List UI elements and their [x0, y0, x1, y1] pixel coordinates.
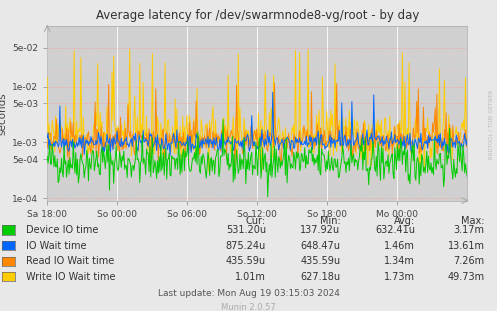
- Text: 531.20u: 531.20u: [226, 225, 266, 235]
- Text: Munin 2.0.57: Munin 2.0.57: [221, 304, 276, 311]
- Text: 1.46m: 1.46m: [384, 241, 415, 251]
- Text: 7.26m: 7.26m: [453, 256, 485, 266]
- Text: 1.73m: 1.73m: [384, 272, 415, 282]
- Text: Last update: Mon Aug 19 03:15:03 2024: Last update: Mon Aug 19 03:15:03 2024: [158, 290, 339, 298]
- Text: Min:: Min:: [320, 216, 340, 226]
- Text: Avg:: Avg:: [394, 216, 415, 226]
- Title: Average latency for /dev/swarmnode8-vg/root - by day: Average latency for /dev/swarmnode8-vg/r…: [95, 10, 419, 22]
- Text: Cur:: Cur:: [246, 216, 266, 226]
- Text: RRDTOOL / TOBI OETIKER: RRDTOOL / TOBI OETIKER: [488, 90, 493, 159]
- Text: Device IO time: Device IO time: [26, 225, 98, 235]
- Text: 627.18u: 627.18u: [300, 272, 340, 282]
- Text: Max:: Max:: [461, 216, 485, 226]
- Text: Read IO Wait time: Read IO Wait time: [26, 256, 114, 266]
- Text: 1.01m: 1.01m: [235, 272, 266, 282]
- Text: IO Wait time: IO Wait time: [26, 241, 86, 251]
- Text: 435.59u: 435.59u: [226, 256, 266, 266]
- Text: 3.17m: 3.17m: [454, 225, 485, 235]
- Text: 875.24u: 875.24u: [226, 241, 266, 251]
- Text: 435.59u: 435.59u: [300, 256, 340, 266]
- Text: 13.61m: 13.61m: [448, 241, 485, 251]
- Text: 632.41u: 632.41u: [375, 225, 415, 235]
- Text: 49.73m: 49.73m: [447, 272, 485, 282]
- Text: 648.47u: 648.47u: [301, 241, 340, 251]
- Text: 137.92u: 137.92u: [300, 225, 340, 235]
- Text: 1.34m: 1.34m: [384, 256, 415, 266]
- Y-axis label: seconds: seconds: [0, 92, 8, 135]
- Text: Write IO Wait time: Write IO Wait time: [26, 272, 115, 282]
